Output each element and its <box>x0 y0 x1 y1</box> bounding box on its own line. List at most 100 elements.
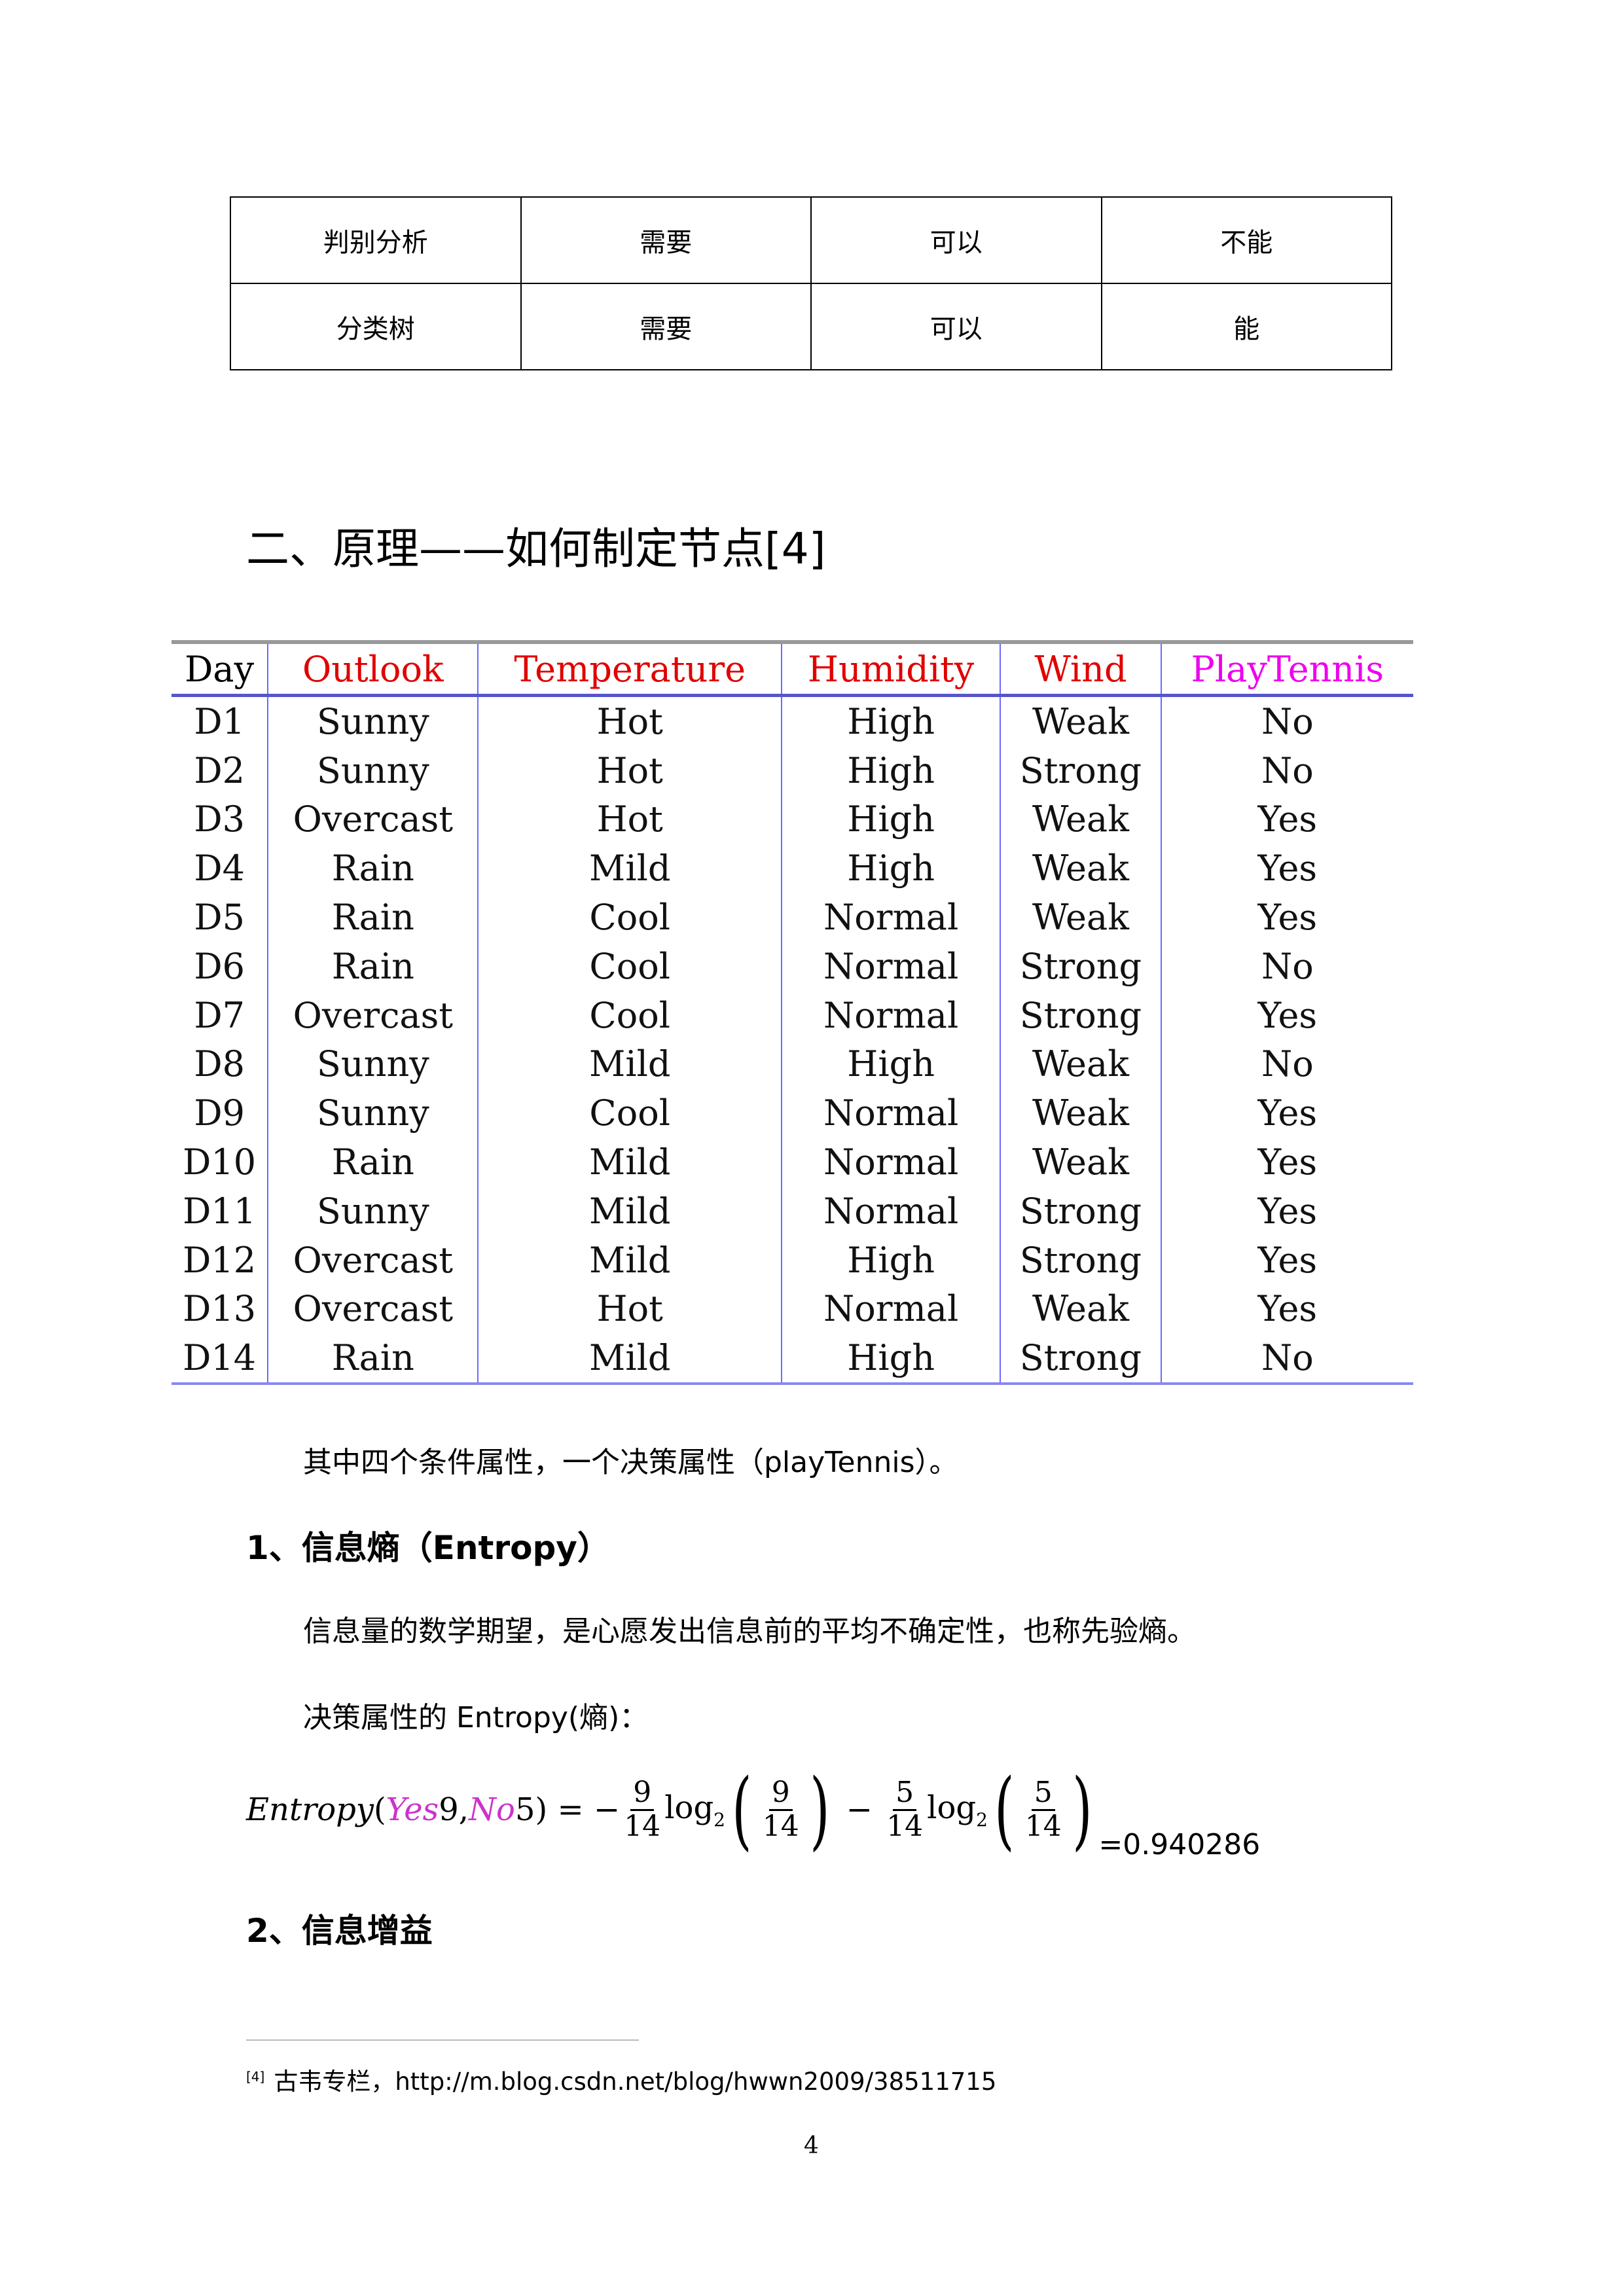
table-cell: D9 <box>194 1092 245 1134</box>
table-row: 判别分析 需要 可以 不能 <box>230 196 1392 284</box>
table-cell: 可以 <box>810 196 1102 284</box>
table-cell: High <box>781 1333 1001 1386</box>
table-cell: Normal <box>781 941 1001 991</box>
table-cell: No <box>1160 941 1413 991</box>
table-cell: D10 <box>183 1141 257 1183</box>
formula-minus: − <box>836 1791 883 1828</box>
table-cell: D1 <box>194 700 245 742</box>
column-header: Wind <box>1000 640 1161 697</box>
table-cell: Normal <box>781 893 1001 942</box>
table-cell: Weak <box>1000 1138 1161 1187</box>
table-row: 分类树 需要 可以 能 <box>230 283 1392 370</box>
table-cell: Normal <box>781 990 1001 1040</box>
table-cell: No <box>1160 745 1413 795</box>
play-tennis-table: Day Outlook Temperature Humidity Wind Pl… <box>171 640 1413 1386</box>
numerator: 5 <box>1031 1776 1055 1811</box>
log: log2 <box>664 1789 725 1831</box>
table-row: D10 Rain Mild Normal Weak Yes <box>171 1138 1413 1187</box>
table-cell: Hot <box>477 795 782 844</box>
formula-paren: ( <box>373 1791 386 1828</box>
numerator: 9 <box>768 1776 793 1811</box>
table-cell: Cool <box>477 990 782 1040</box>
table-cell: 分类树 <box>230 283 522 370</box>
table-cell: Normal <box>781 1186 1001 1236</box>
table-cell: Sunny <box>267 1186 478 1236</box>
table-cell: Sunny <box>267 695 478 746</box>
entropy-definition: 信息量的数学期望，是心愿发出信息前的平均不确定性，也称先验熵。 <box>303 1615 1196 1648</box>
table-cell: Weak <box>1000 795 1161 844</box>
table-row: D12 Overcast Mild High Strong Yes <box>171 1235 1413 1285</box>
table-cell: Cool <box>477 1088 782 1138</box>
table-row: D6 Rain Cool Normal Strong No <box>171 941 1413 991</box>
denominator: 14 <box>624 1809 661 1843</box>
table-cell: Cool <box>477 941 782 991</box>
table-cell: Normal <box>781 1088 1001 1138</box>
table-cell: D12 <box>183 1239 257 1281</box>
table-cell: Yes <box>1160 1088 1413 1138</box>
table-cell: 能 <box>1100 283 1392 370</box>
fraction: 5 14 <box>886 1776 923 1842</box>
table-cell: 需要 <box>520 283 812 370</box>
fraction: 5 14 <box>1025 1776 1062 1842</box>
table-cell: High <box>781 695 1001 746</box>
table-cell: D7 <box>194 994 245 1036</box>
numerator: 9 <box>630 1776 655 1811</box>
table-cell: Cool <box>477 893 782 942</box>
table-cell: High <box>781 745 1001 795</box>
comparison-table: 判别分析 需要 可以 不能 分类树 需要 可以 能 <box>230 196 1392 370</box>
right-paren: ) <box>809 1760 830 1859</box>
table-cell: Strong <box>1000 745 1161 795</box>
fraction: 9 14 <box>624 1776 661 1843</box>
table-row: D1 Sunny Hot High Weak No <box>171 695 1413 746</box>
entropy-formula: Entropy(Yes 9, No 5) = − 9 14 log2 (9 14) − … <box>246 1760 1261 1861</box>
table-cell: Hot <box>477 1284 782 1334</box>
table-cell: Weak <box>1000 1284 1161 1334</box>
table-cell: 判别分析 <box>230 196 522 284</box>
formula-yes-count: 9 <box>439 1791 459 1828</box>
table-cell: Mild <box>477 1186 782 1236</box>
right-paren: ) <box>1072 1760 1092 1859</box>
log-text: log <box>927 1789 977 1826</box>
formula-no: No <box>469 1791 515 1828</box>
table-cell: Sunny <box>267 1088 478 1138</box>
log: log2 <box>927 1789 988 1831</box>
left-paren: ( <box>732 1760 752 1859</box>
footnote-mark: [4] <box>246 2068 265 2085</box>
table-cell: Strong <box>1000 941 1161 991</box>
formula-result: =0.940286 <box>1098 1828 1261 1861</box>
log-text: log <box>664 1789 714 1826</box>
table-cell: Strong <box>1000 990 1161 1040</box>
table-cell: 不能 <box>1100 196 1392 284</box>
table-cell: 可以 <box>810 283 1102 370</box>
table-cell: 需要 <box>520 196 812 284</box>
table-cell: Strong <box>1000 1186 1161 1236</box>
table-cell: Yes <box>1160 795 1413 844</box>
table-cell: Overcast <box>267 1235 478 1285</box>
table-cell: Strong <box>1000 1235 1161 1285</box>
fraction: 9 14 <box>762 1776 799 1843</box>
numerator: 5 <box>893 1776 917 1811</box>
footnote-text: 古韦专栏，http://m.blog.csdn.net/blog/hwwn200… <box>274 2068 997 2096</box>
table-cell: Overcast <box>267 990 478 1040</box>
log-base: 2 <box>976 1808 988 1831</box>
denominator: 14 <box>762 1809 799 1843</box>
table-cell: High <box>781 1235 1001 1285</box>
table-cell: Yes <box>1160 990 1413 1040</box>
table-row: D11 Sunny Mild Normal Strong Yes <box>171 1186 1413 1236</box>
table-cell: High <box>781 795 1001 844</box>
table-cell: Sunny <box>267 1039 478 1089</box>
table-cell: Sunny <box>267 745 478 795</box>
table-row: D5 Rain Cool Normal Weak Yes <box>171 893 1413 942</box>
table-cell: Normal <box>781 1284 1001 1334</box>
table-cell: No <box>1160 1333 1413 1386</box>
table-row: D2 Sunny Hot High Strong No <box>171 745 1413 795</box>
page-number: 4 <box>804 2132 819 2159</box>
table-cell: Yes <box>1160 1138 1413 1187</box>
column-header: Temperature <box>477 640 782 697</box>
table-row: D4 Rain Mild High Weak Yes <box>171 844 1413 893</box>
table-cell: D14 <box>171 1333 268 1386</box>
table-cell: Rain <box>267 844 478 893</box>
table-header-row: Day Outlook Temperature Humidity Wind Pl… <box>171 640 1413 697</box>
table-cell: D3 <box>194 798 245 840</box>
table-cell: Normal <box>781 1138 1001 1187</box>
